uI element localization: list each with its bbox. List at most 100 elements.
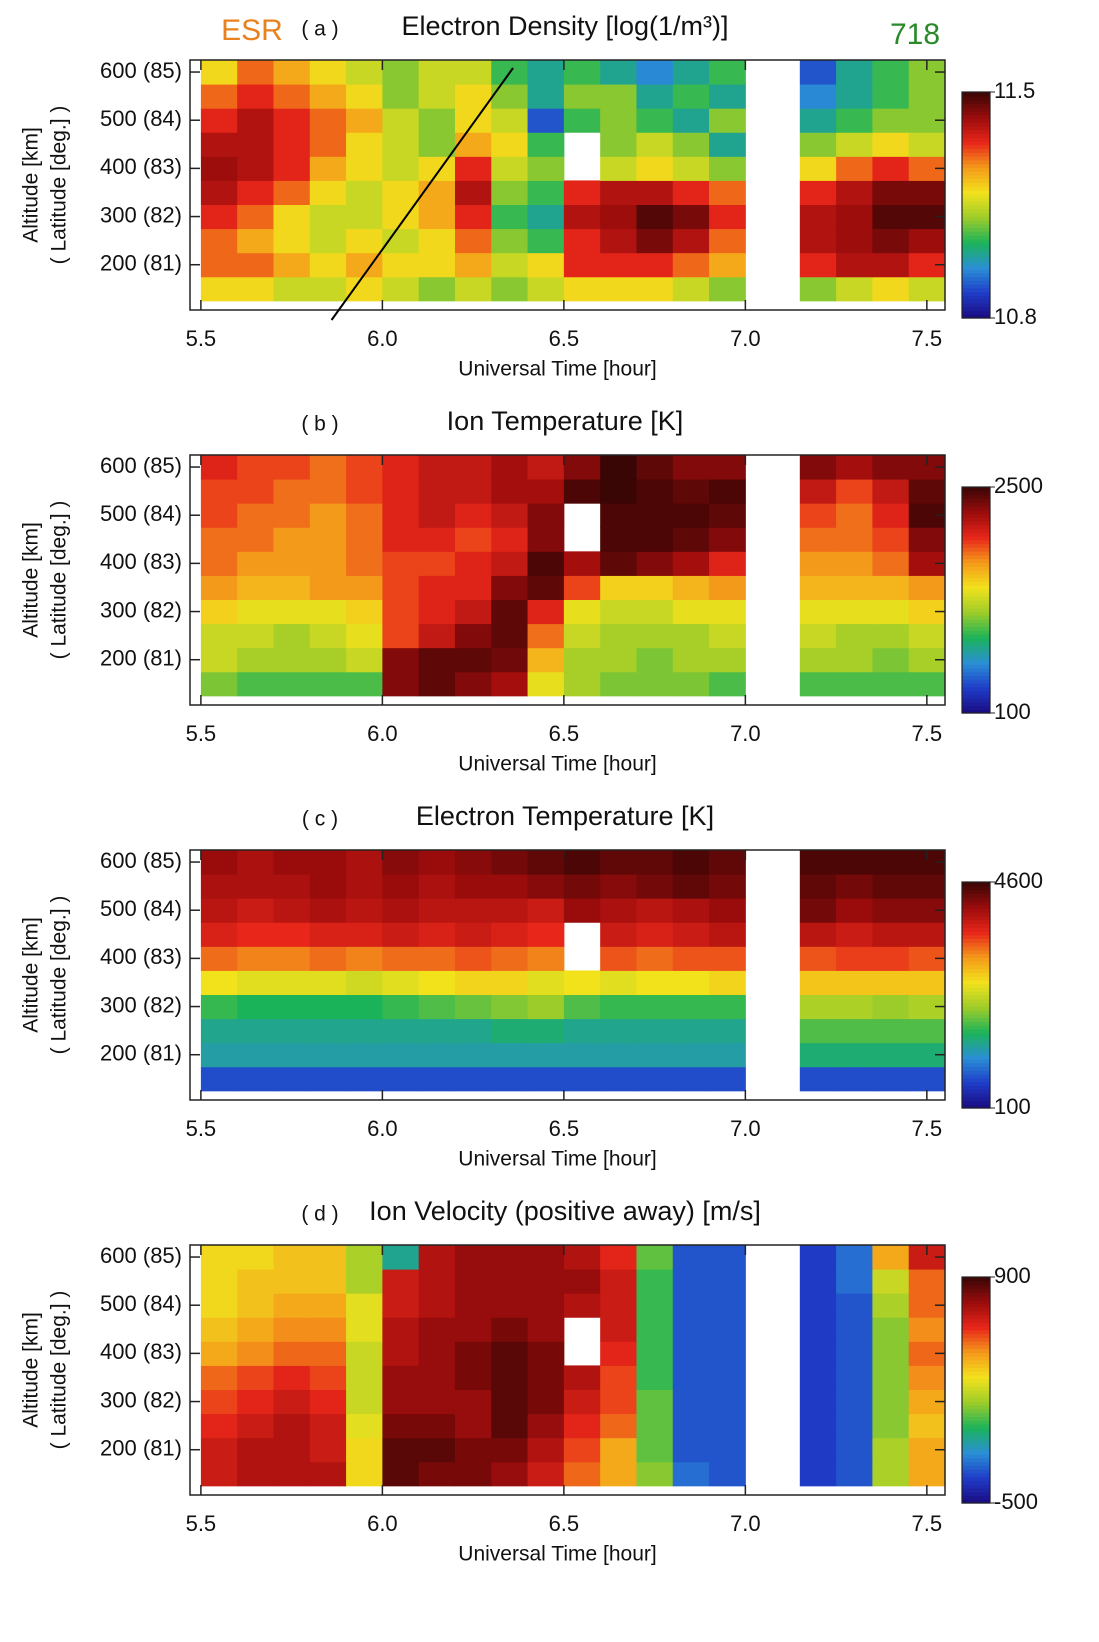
cell [273, 132, 311, 157]
colorbar-segment [962, 1386, 990, 1391]
cell [200, 1389, 238, 1415]
cell [709, 970, 746, 996]
colorbar-segment [962, 107, 990, 112]
cell [346, 1461, 383, 1487]
colorbar-segment [962, 494, 990, 499]
colorbar-segment [962, 276, 990, 281]
cell [491, 252, 529, 278]
cell [600, 1437, 637, 1463]
colorbar-segment [962, 1480, 990, 1485]
x-tick-label: 5.5 [186, 326, 217, 351]
y-tick-label: 300 (82) [100, 992, 182, 1017]
colorbar-segment [962, 961, 990, 966]
colorbar-segment [962, 1318, 990, 1323]
cell [672, 1389, 710, 1415]
cell [418, 922, 456, 947]
cell [454, 1461, 492, 1487]
cell [527, 898, 565, 923]
cell [563, 623, 601, 649]
cell [418, 599, 456, 625]
cell [418, 970, 456, 996]
cell [200, 1042, 238, 1068]
cell [418, 575, 456, 601]
cell [600, 276, 637, 302]
colorbar-segment [962, 588, 990, 594]
colorbar-segment [962, 227, 990, 232]
colorbar-segment [962, 205, 990, 210]
colorbar-segment [962, 1100, 990, 1105]
cell [600, 180, 637, 206]
cell [454, 503, 492, 528]
cell [346, 455, 383, 480]
cell [872, 276, 910, 302]
cell [636, 922, 674, 947]
cell [527, 132, 565, 157]
cell [273, 276, 311, 302]
cell [346, 551, 383, 576]
cell [491, 970, 529, 996]
colorbar-segment [962, 265, 990, 270]
cell [799, 874, 837, 899]
cell [273, 1269, 311, 1294]
colorbar-segment [962, 615, 990, 620]
cell [799, 252, 837, 278]
cell [836, 455, 873, 480]
cell [273, 527, 311, 552]
y-tick-label: 200 (81) [100, 1041, 182, 1066]
cell [563, 874, 601, 899]
cell [836, 1461, 873, 1487]
cell [309, 1461, 347, 1487]
cell [346, 671, 383, 697]
cell [799, 276, 837, 302]
colorbar-segment [962, 1025, 990, 1030]
cell [908, 132, 945, 157]
cell [491, 180, 529, 206]
cell [382, 60, 420, 85]
colorbar-segment [962, 1002, 990, 1007]
cell [418, 1461, 456, 1487]
colorbar-segment [962, 671, 990, 676]
cell [527, 1042, 565, 1068]
cell [872, 575, 910, 601]
colorbar-segment [962, 919, 990, 925]
colorbar-segment [962, 133, 990, 138]
colorbar-segment [962, 1423, 990, 1429]
cell [273, 84, 311, 109]
cell [799, 1461, 837, 1487]
cell [309, 994, 347, 1020]
cell [527, 575, 565, 601]
cell [346, 647, 383, 673]
colorbar-segment [962, 186, 990, 191]
cell [309, 276, 347, 302]
cell [799, 898, 837, 923]
cell [672, 455, 710, 480]
colorbar-segment [962, 645, 990, 650]
cell [836, 180, 873, 206]
colorbar-segment [962, 701, 990, 707]
cell [636, 850, 674, 875]
cell [563, 551, 601, 576]
cell [908, 1413, 945, 1439]
cell [563, 252, 601, 278]
cell [799, 599, 837, 625]
cell [672, 1245, 710, 1270]
cell [709, 671, 746, 697]
x-tick-label: 6.5 [549, 1116, 580, 1141]
panel-label: ( c ) [302, 808, 338, 831]
cell [636, 1042, 674, 1068]
cell [672, 156, 710, 181]
cell [491, 228, 529, 254]
cell [799, 922, 837, 947]
cell [563, 108, 601, 133]
colorbar-segment [962, 156, 990, 161]
cell [237, 60, 274, 85]
cell [382, 850, 420, 875]
cell [709, 84, 746, 109]
cell [799, 108, 837, 133]
colorbar-segment [962, 543, 990, 548]
colorbar-segment [962, 1348, 990, 1353]
colorbar-segment [962, 171, 990, 176]
colorbar-segment [962, 1059, 990, 1064]
colorbar-segment [962, 885, 990, 891]
colorbar-segment [962, 554, 990, 560]
